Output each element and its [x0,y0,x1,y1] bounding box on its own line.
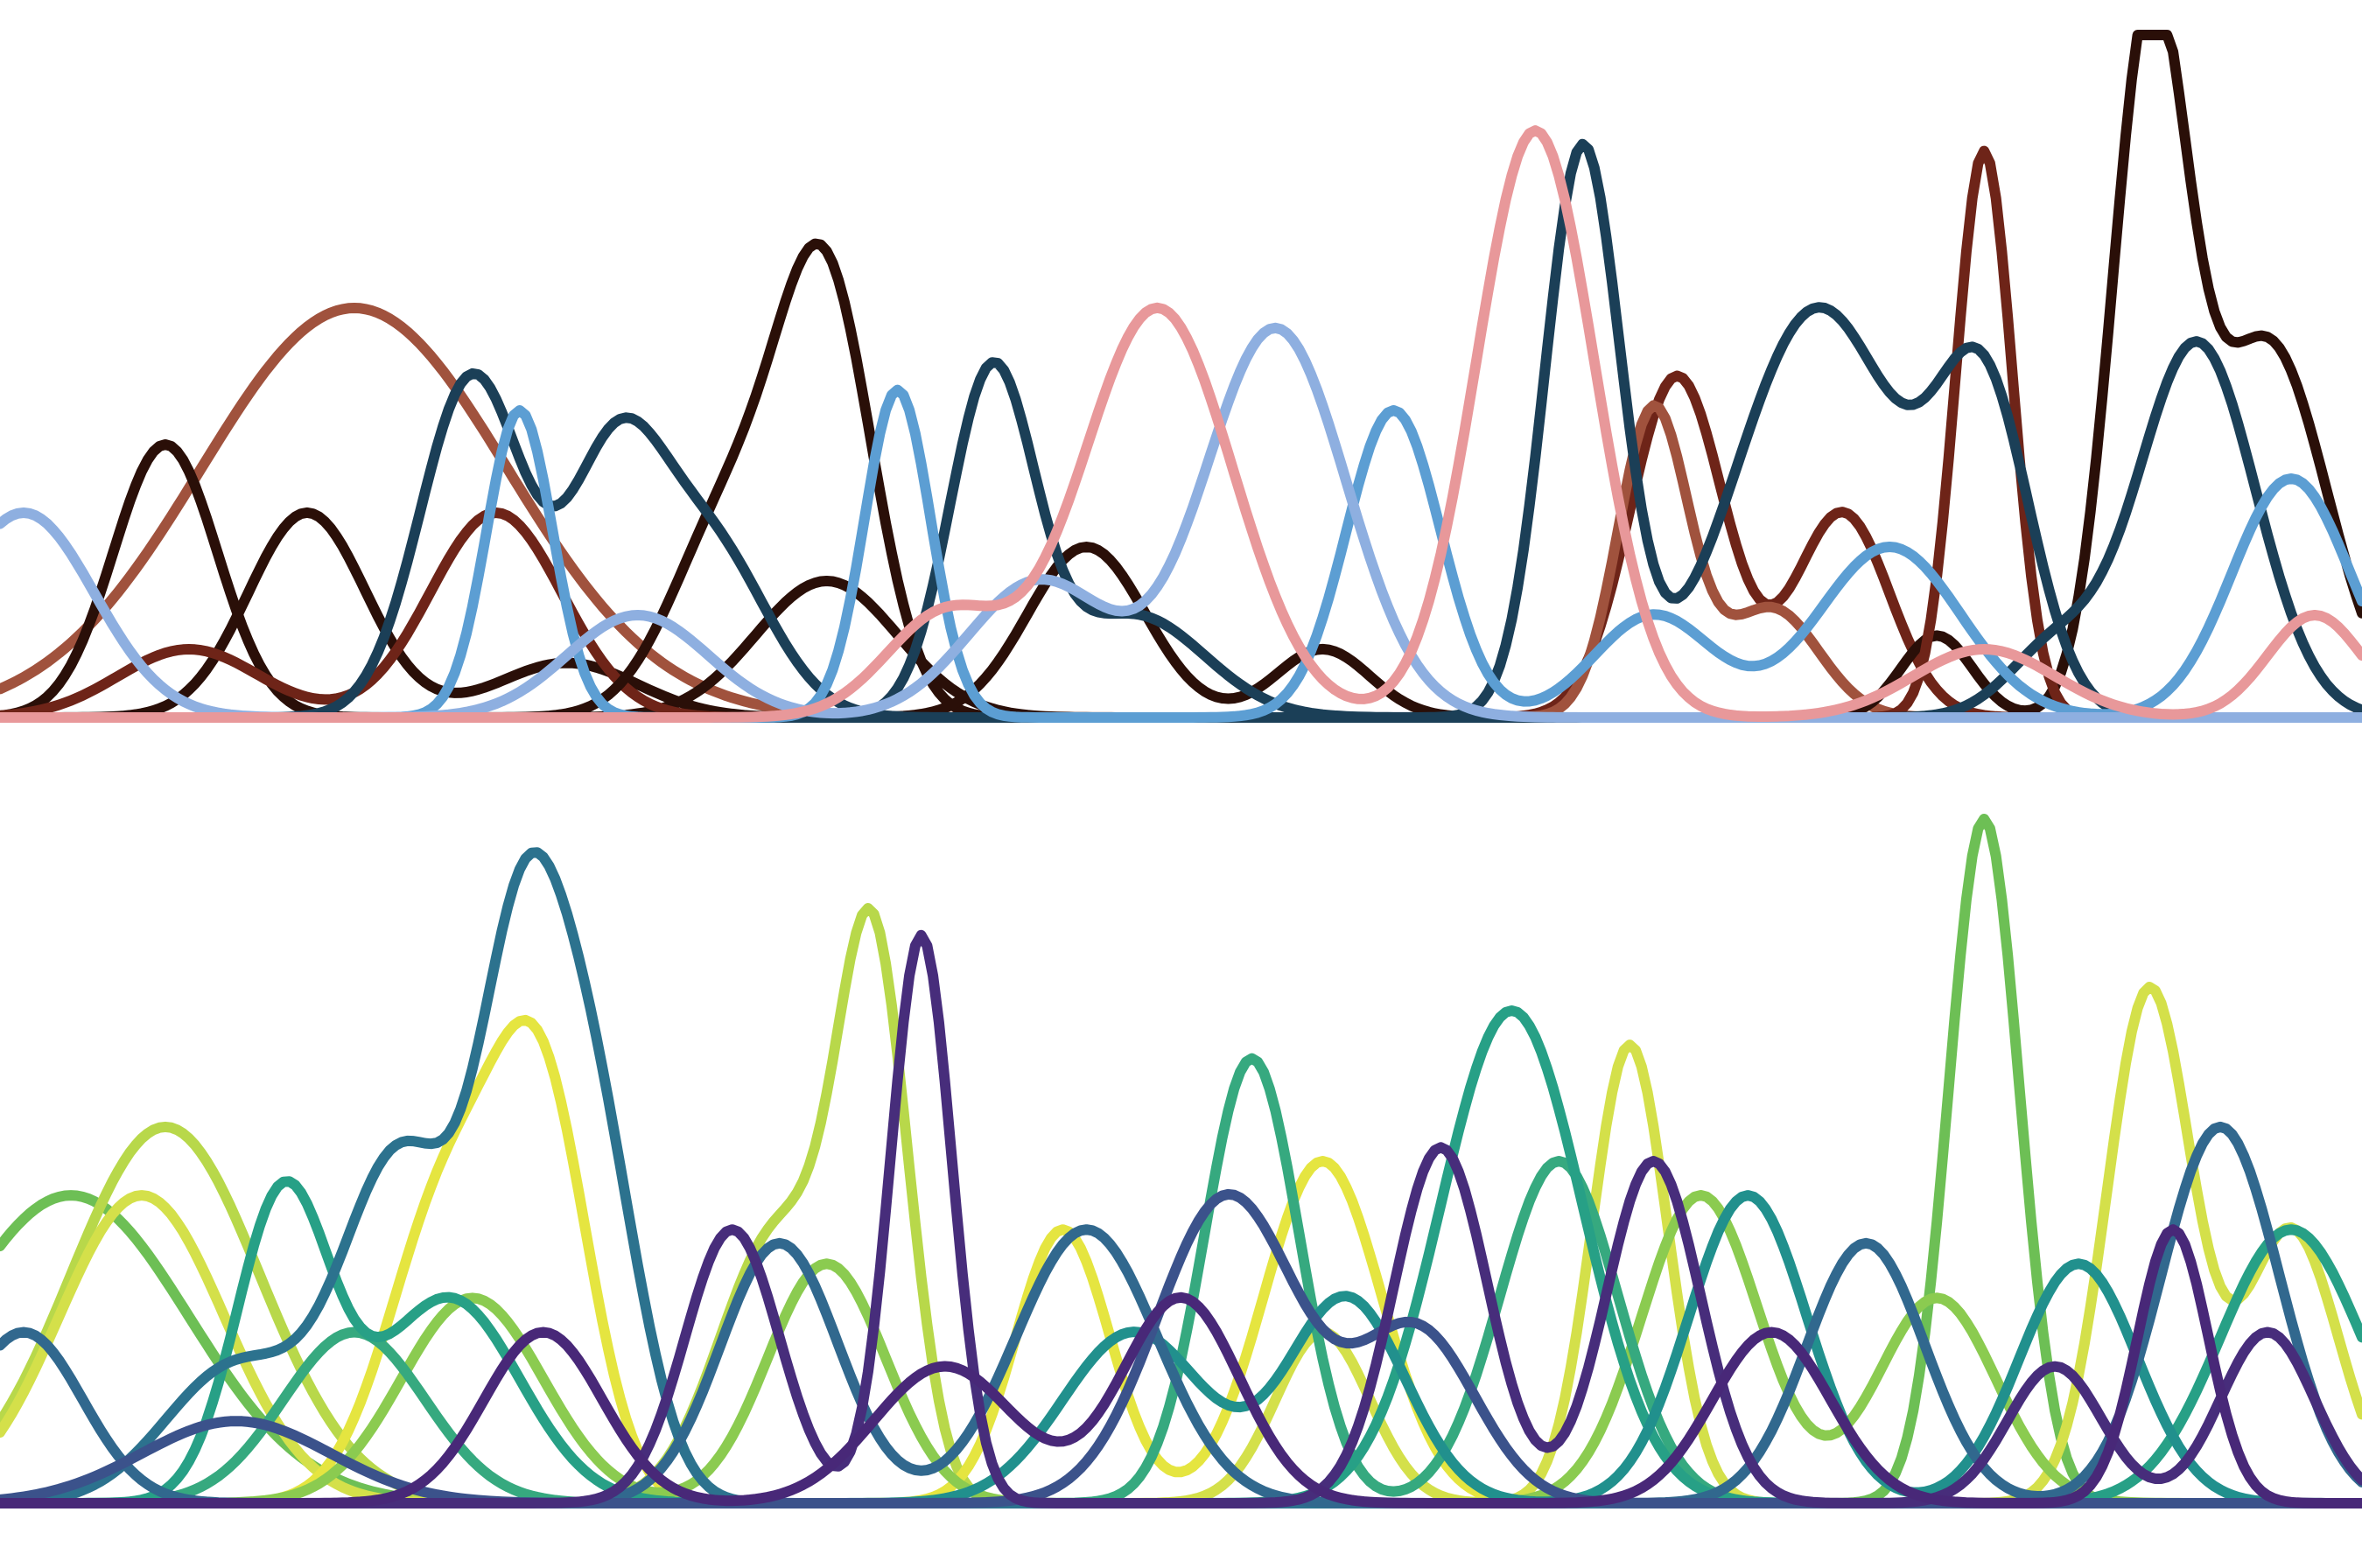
series-line-17 [0,125,2362,723]
series-line-13 [0,1224,2362,1508]
top-line-chart [0,30,2362,723]
series-line-12 [0,929,2362,1508]
series-line-16 [0,322,2362,723]
bottom-chart-plot-area [0,814,2362,1508]
bottom-line-chart [0,784,2362,1568]
top-chart-plot-area [0,30,2362,723]
series-line-6 [0,1053,2362,1508]
